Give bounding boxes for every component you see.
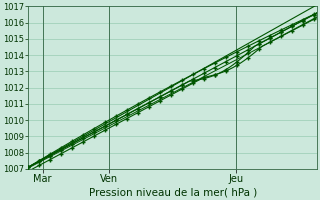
X-axis label: Pression niveau de la mer( hPa ): Pression niveau de la mer( hPa ) xyxy=(89,187,257,197)
